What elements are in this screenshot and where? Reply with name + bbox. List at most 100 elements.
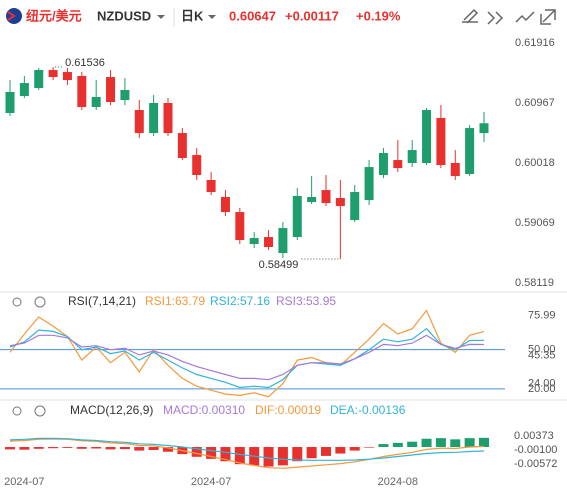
period[interactable]: 日K (181, 8, 204, 23)
candle-body (321, 190, 331, 204)
fullscreen-icon[interactable] (540, 9, 556, 25)
legend-entry: RSI2:57.16 (210, 294, 270, 308)
candle-body (106, 77, 116, 103)
x-tick-label: 2024-07 (4, 476, 44, 488)
macd-bar (234, 447, 245, 465)
macd-bar (206, 447, 217, 459)
y-tick-label: -0.00572 (514, 458, 557, 470)
candle-body (163, 103, 173, 134)
macd-bar (335, 447, 346, 454)
macd-bar (62, 447, 73, 448)
indicator-title: MACD(12,26,9) (70, 403, 153, 417)
legend-entry: MACD:0.00310 (163, 403, 245, 417)
extreme-label: 0.61536 (65, 57, 105, 69)
candle-body (378, 153, 388, 176)
y-tick-label: 0.58119 (515, 277, 554, 289)
candle-body (364, 167, 374, 201)
price: 0.60647 (229, 8, 276, 23)
macd-bar (33, 447, 44, 449)
y-tick-label: 0.60018 (515, 157, 555, 169)
macd-bar (148, 447, 159, 450)
eye-icon[interactable] (12, 297, 22, 307)
candle-body (264, 237, 274, 248)
y-tick-label: 50.00 (528, 344, 556, 356)
x-tick-label: 2024-08 (378, 476, 418, 488)
macd-bar (464, 438, 475, 448)
macd-bar (19, 447, 30, 450)
macd-bar (220, 447, 231, 462)
change: +0.00117 (285, 8, 339, 23)
macd-bar (134, 447, 145, 451)
macd-bar (321, 447, 331, 456)
macd-bar (378, 444, 389, 448)
y-tick-label: 0.59069 (515, 217, 555, 229)
candle-body (220, 197, 230, 213)
period-dropdown[interactable] (208, 15, 216, 19)
legend-entry: RSI3:53.95 (276, 294, 336, 308)
candle-body (465, 128, 475, 175)
y-tick-label: 24.00 (528, 378, 556, 390)
change-pct: +0.19% (356, 8, 401, 23)
legend-entry: RSI1:63.79 (145, 294, 205, 308)
symbol[interactable]: NZDUSD (97, 8, 151, 23)
macd-bar (191, 447, 202, 457)
macd-bar (119, 447, 130, 450)
settings-icon[interactable] (34, 296, 46, 308)
rsi-icons (12, 296, 46, 417)
candle-body (235, 212, 245, 240)
candle-body (206, 180, 216, 193)
candle-body (407, 150, 417, 164)
macd-bar (435, 438, 446, 448)
indicator-line (9, 437, 485, 461)
y-tick-label: 20.00 (528, 383, 556, 395)
candle-body (120, 89, 130, 101)
macd-bar (163, 447, 173, 452)
y-tick-label: 75.99 (528, 310, 556, 322)
settings-icon[interactable] (34, 405, 46, 417)
macd-bar (479, 437, 489, 448)
eye-icon[interactable] (12, 406, 22, 416)
macd-bar (91, 447, 102, 449)
macd-bar (277, 447, 288, 466)
flag-cross (7, 11, 16, 21)
y-tick-label: 45.35 (528, 350, 556, 362)
macd-bar (306, 447, 317, 459)
indicator-line (9, 327, 485, 389)
candle-body (335, 198, 345, 207)
candle-body (292, 196, 302, 238)
macd-bar (407, 441, 418, 448)
macd-bar (349, 447, 360, 451)
macd-bar (48, 447, 59, 449)
y-tick-label: 0.00373 (514, 430, 554, 442)
x-tick-label: 2024-07 (191, 476, 231, 488)
candle-body (48, 70, 58, 78)
indicator-title: RSI(7,14,21) (68, 294, 136, 308)
symbol-dropdown[interactable] (157, 15, 165, 19)
candle-body (450, 163, 460, 177)
candle-body (177, 133, 187, 159)
candle-body (34, 70, 44, 89)
y-tick-label: 0.61916 (515, 37, 555, 49)
tools-icon[interactable] (487, 11, 504, 25)
draw-icon[interactable] (462, 8, 479, 24)
macd-bar (392, 442, 403, 448)
candle-body (436, 117, 446, 166)
macd-bar (292, 447, 303, 462)
legend-entry: DEA:-0.00136 (330, 403, 406, 417)
candle-body (149, 103, 159, 134)
candle-body (19, 83, 29, 96)
candle-body (62, 72, 72, 81)
indicator-icon[interactable] (515, 11, 535, 23)
candle-body (307, 197, 317, 203)
macd-bar (364, 447, 375, 448)
macd-bar (450, 439, 461, 448)
legend-entry: DIF:0.00019 (255, 403, 321, 417)
candle-body (422, 110, 432, 164)
macd-bar (76, 447, 87, 449)
pair-name[interactable]: 纽元/美元 (26, 8, 82, 23)
candle-body (77, 76, 87, 107)
y-tick-label: 0.60967 (515, 97, 555, 109)
header: 纽元/美元 NZDUSD 日K 0.60647 +0.00117 +0.19% (6, 8, 556, 26)
indicator-line (9, 334, 485, 381)
macd-bar (421, 438, 432, 448)
